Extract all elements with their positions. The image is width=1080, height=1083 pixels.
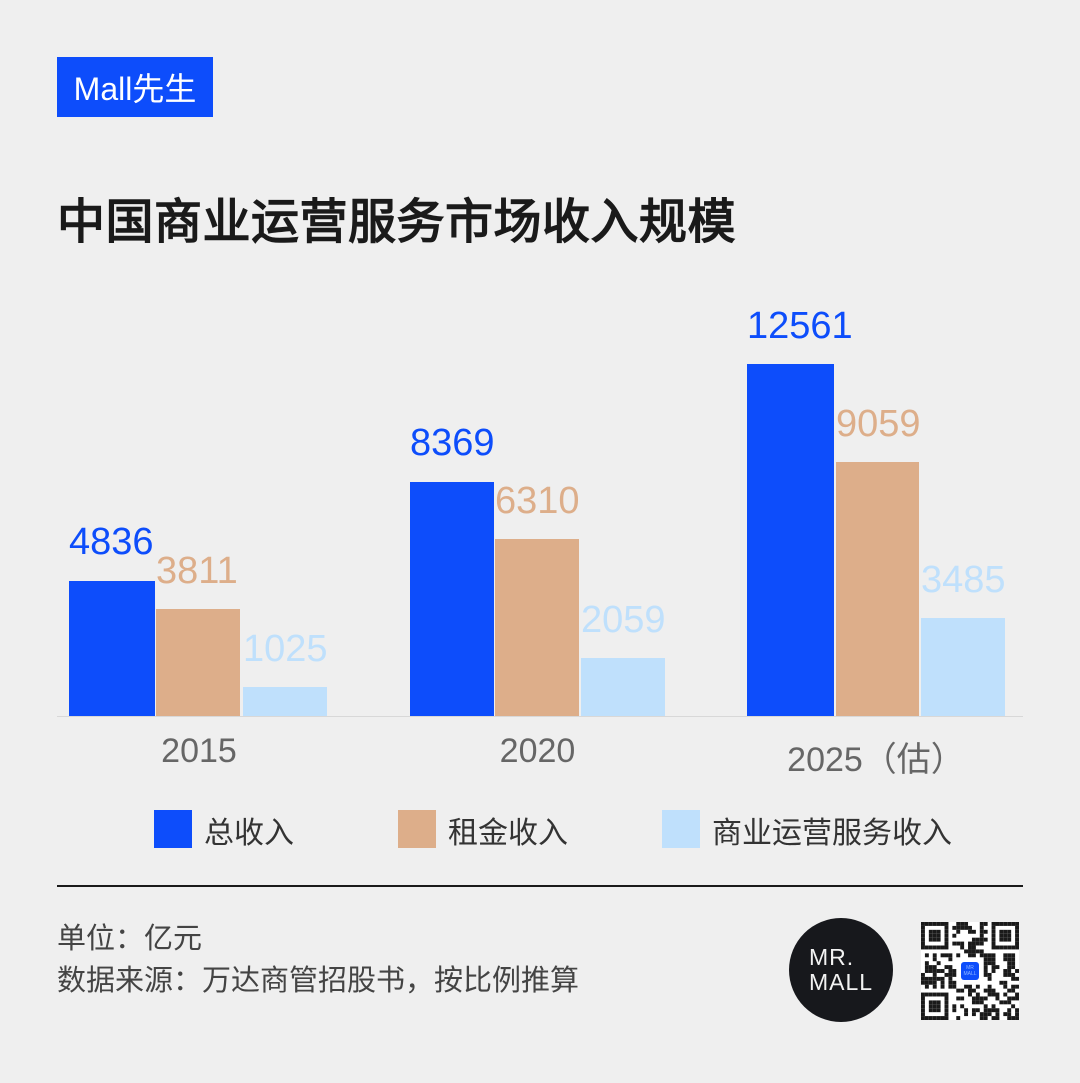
svg-text:MALL: MALL xyxy=(963,971,976,977)
